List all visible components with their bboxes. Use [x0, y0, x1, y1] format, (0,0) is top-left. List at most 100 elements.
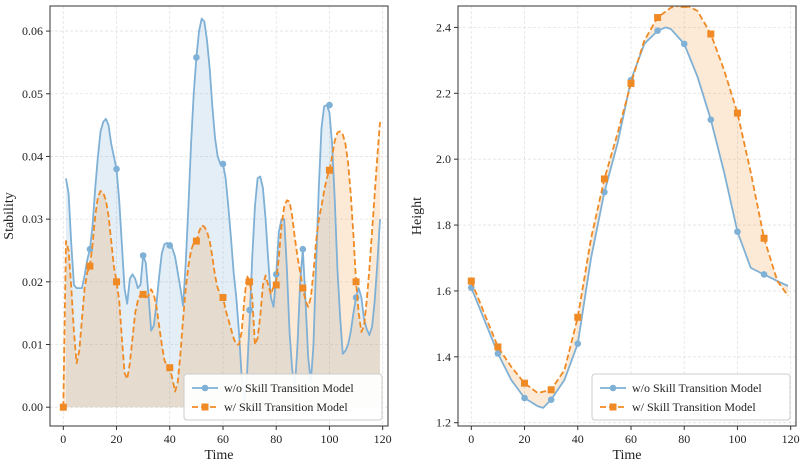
data-point — [139, 290, 147, 298]
y-tick-label: 2.4 — [436, 20, 451, 34]
x-tick-label: 120 — [374, 432, 392, 446]
data-point — [166, 364, 174, 372]
y-tick-label: 0.04 — [22, 149, 43, 163]
x-tick-label: 100 — [320, 432, 338, 446]
y-tick-label: 2.2 — [436, 86, 451, 100]
x-tick-label: 0 — [60, 432, 66, 446]
axes-frame — [457, 5, 797, 427]
stability-chart: 0 20 40 60 80 100 120 0.00 0.01 0.02 0.03 0.04 0.05 0… — [2, 5, 392, 463]
plot-area — [458, 6, 796, 426]
grid — [458, 6, 796, 426]
legend: w/o Skill Transition Model w/ Skill Trans… — [591, 373, 791, 421]
data-point — [574, 340, 582, 347]
y-tick-label: 0.02 — [22, 275, 43, 289]
plot-content — [467, 6, 789, 409]
series-markers-0 — [468, 27, 768, 403]
data-point — [467, 277, 475, 285]
data-point — [547, 386, 555, 394]
x-tick-label: 20 — [519, 432, 531, 446]
y-axis-label: Stability — [2, 192, 17, 239]
ticks: 0 20 40 60 80 100 120 1.2 1.4 1.6 1.8 2.0 2.2 2.4 — [436, 20, 800, 446]
data-point — [59, 403, 67, 411]
legend-marker-1 — [609, 403, 617, 411]
legend-label-1: w/ Skill Transition Model — [632, 400, 756, 414]
data-point — [219, 293, 227, 301]
data-point — [601, 188, 608, 196]
data-point — [326, 101, 333, 109]
x-tick-label: 80 — [678, 432, 690, 446]
x-tick-label: 60 — [217, 432, 229, 446]
data-point — [325, 166, 333, 174]
x-tick-label: 20 — [111, 432, 123, 446]
legend-label-1: w/ Skill Transition Model — [224, 400, 348, 414]
legend-marker-0 — [201, 384, 209, 392]
legend-label-0: w/o Skill Transition Model — [632, 381, 762, 395]
data-point — [299, 245, 307, 253]
y-tick-label: 0.06 — [22, 24, 43, 38]
data-point — [733, 109, 741, 117]
data-point — [166, 242, 174, 249]
data-point — [760, 271, 768, 278]
data-point — [494, 350, 502, 357]
data-point — [734, 228, 741, 235]
data-point — [246, 306, 253, 314]
grid — [50, 6, 388, 426]
x-tick-label: 100 — [728, 432, 746, 446]
y-tick-label: 1.2 — [436, 416, 451, 430]
data-point — [86, 262, 94, 270]
fill-between — [471, 6, 789, 408]
ticks: 0 20 40 60 80 100 120 0.00 0.01 0.02 0.03 0.04 0.05 0… — [22, 24, 392, 446]
data-point — [707, 116, 715, 123]
data-point — [627, 79, 635, 87]
data-point — [547, 396, 555, 403]
data-point — [600, 175, 608, 183]
x-tick-label: 120 — [782, 432, 800, 446]
y-tick-label: 0.05 — [22, 87, 43, 101]
data-point — [574, 313, 582, 321]
plot-content — [59, 17, 381, 411]
legend-box — [183, 373, 383, 421]
plot-area — [50, 6, 388, 426]
y-tick-label: 0.00 — [22, 400, 43, 414]
y-axis-label: Height — [410, 197, 425, 235]
x-tick-label: 40 — [572, 432, 584, 446]
data-point — [272, 281, 280, 289]
series-markers-1 — [59, 166, 360, 411]
legend-box — [591, 373, 791, 421]
series-markers-0 — [86, 54, 360, 314]
x-tick-label: 0 — [468, 432, 474, 446]
data-point — [219, 160, 227, 168]
data-point — [113, 165, 120, 173]
data-point — [654, 14, 662, 22]
legend-marker-1 — [201, 403, 209, 411]
data-point — [193, 54, 200, 61]
data-point — [494, 343, 502, 351]
data-point — [654, 27, 661, 35]
data-point — [246, 278, 254, 286]
y-tick-label: 0.01 — [22, 338, 43, 352]
y-tick-label: 0.03 — [22, 212, 43, 226]
series-markers-1 — [467, 6, 768, 394]
data-point — [139, 252, 147, 259]
y-tick-label: 2.0 — [436, 152, 451, 166]
x-axis-label: Time — [204, 448, 233, 463]
x-axis-label: Time — [612, 448, 641, 463]
data-point — [192, 237, 200, 245]
legend: w/o Skill Transition Model w/ Skill Trans… — [183, 373, 383, 421]
y-tick-label: 1.8 — [436, 218, 451, 232]
legend-label-0: w/o Skill Transition Model — [224, 381, 354, 395]
data-point — [352, 278, 360, 286]
legend-marker-0 — [609, 384, 617, 392]
data-point — [299, 284, 307, 292]
data-point — [707, 30, 715, 38]
y-tick-label: 1.4 — [436, 350, 451, 364]
data-point — [113, 278, 121, 286]
x-tick-label: 60 — [625, 432, 637, 446]
data-point — [760, 234, 768, 242]
x-tick-label: 80 — [270, 432, 282, 446]
y-tick-label: 1.6 — [436, 284, 451, 298]
height-chart: 0 20 40 60 80 100 120 1.2 1.4 1.6 1.8 2.0 2.2 2.4 Time… — [410, 5, 800, 463]
x-tick-label: 40 — [164, 432, 176, 446]
data-point — [680, 40, 688, 48]
